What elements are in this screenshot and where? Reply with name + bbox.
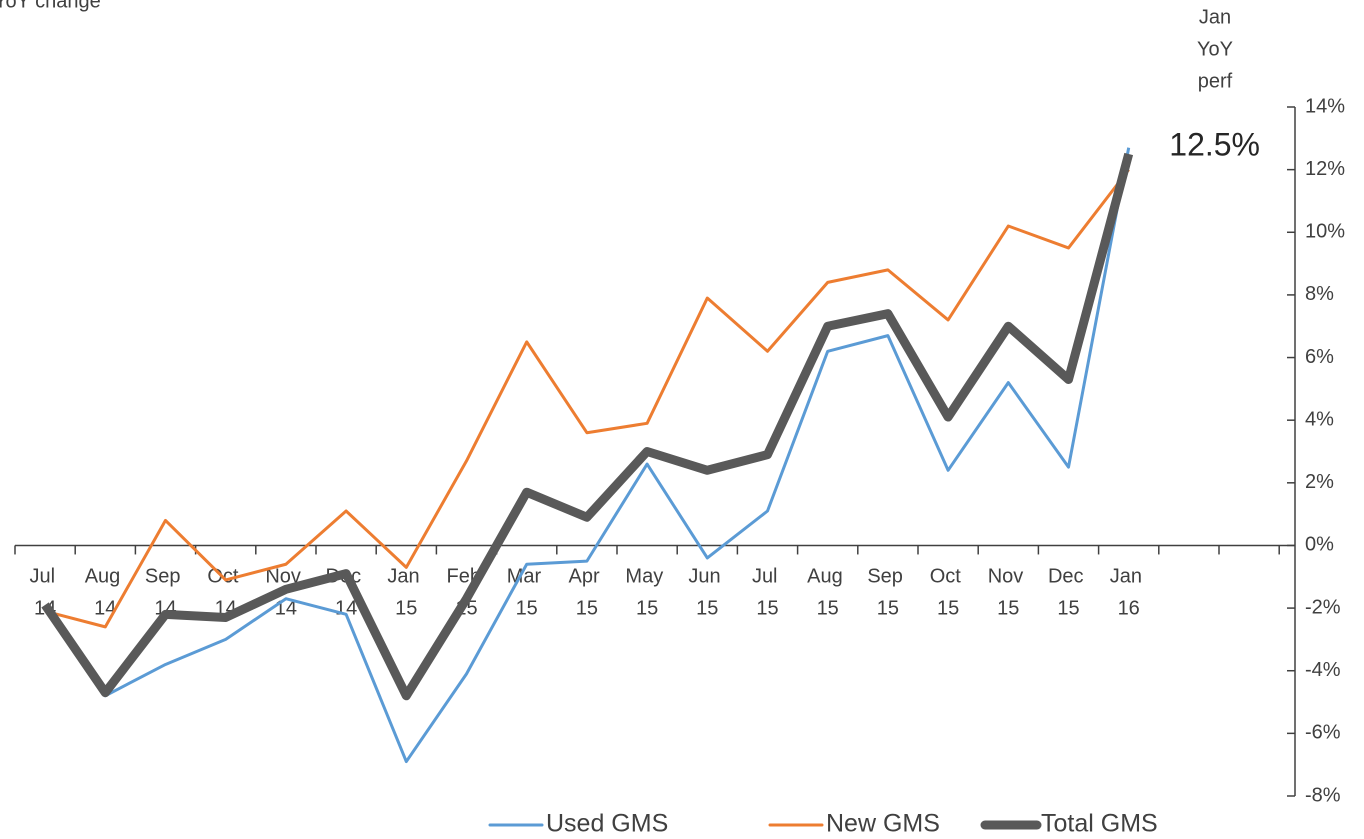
annotation-header: YoY: [1197, 38, 1233, 60]
x-tick-label: Jan 16: [1110, 566, 1148, 620]
legend-label: New GMS: [826, 810, 940, 838]
series-line: [44, 168, 1130, 629]
y-tick-label: -2%: [1305, 596, 1341, 618]
y-tick-label: 2%: [1305, 471, 1334, 493]
x-tick-label: Aug 14: [85, 566, 126, 620]
y-tick-label: -8%: [1305, 784, 1341, 806]
annotation-header: Jan: [1199, 6, 1231, 28]
y-tick-label: 8%: [1305, 283, 1334, 305]
x-tick-label: Oct 15: [930, 566, 967, 620]
x-tick-label: Apr 15: [569, 566, 606, 620]
annotation-header: perf: [1198, 70, 1233, 92]
y-tick-label: 0%: [1305, 534, 1334, 556]
y-tick-label: 12%: [1305, 158, 1345, 180]
chart-title: YoY change: [0, 0, 101, 12]
x-tick-label: Nov 15: [988, 566, 1029, 620]
legend-label: Used GMS: [546, 810, 668, 838]
x-tick-label: Dec 15: [1048, 566, 1089, 620]
series-line: [43, 147, 1131, 764]
y-tick-label: 4%: [1305, 408, 1334, 430]
x-tick-label: Jul 15: [752, 566, 783, 620]
annotation: 12.5%: [1169, 126, 1260, 162]
y-tick-label: 6%: [1305, 346, 1334, 368]
x-tick-label: Aug 15: [807, 566, 848, 620]
x-tick-label: Jun 15: [688, 566, 726, 620]
y-tick-label: 14%: [1305, 95, 1345, 117]
series-line: [41, 152, 1134, 701]
legend-label: Total GMS: [1041, 810, 1158, 838]
y-tick-label: -6%: [1305, 722, 1341, 744]
x-tick-label: Jan 15: [387, 566, 425, 620]
y-tick-label: -4%: [1305, 659, 1341, 681]
x-tick-label: Sep 15: [867, 566, 908, 620]
x-tick-label: May 15: [625, 566, 668, 620]
y-tick-label: 10%: [1305, 221, 1345, 243]
